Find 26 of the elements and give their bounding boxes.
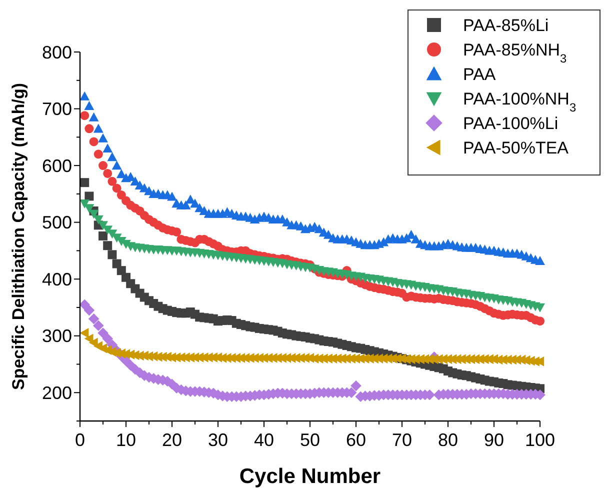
x-tick-label: 100 [524,430,556,450]
x-tick-label: 80 [438,430,458,450]
legend-label: PAA-100%NH$_{3}$ [463,89,576,114]
y-tick-label: 500 [42,212,72,233]
y-axis-title: Specific Delithiation Capacity (mAh/g) [9,83,28,390]
x-tick-label: 30 [208,430,228,450]
x-tick-label: 10 [116,430,136,450]
y-tick-label: 800 [42,42,72,62]
legend-label: PAA-85%Li [463,16,549,35]
x-axis-title: Cycle Number [239,465,381,488]
y-tick-label: 200 [42,382,72,403]
x-tick-label: 40 [254,430,274,450]
x-tick-label: 60 [346,430,366,450]
y-tick-label: 700 [42,99,72,120]
legend-label: PAA-50%TEA [463,138,570,158]
y-tick-label: 400 [42,269,72,290]
legend-label: PAA-100%Li [463,114,558,133]
legend-label: PAA [463,64,496,84]
x-tick-label: 90 [484,430,504,450]
y-tick-label: 300 [42,326,72,346]
x-tick-label: 70 [392,430,412,450]
y-tick-label: 600 [42,156,72,176]
x-tick-label: 20 [162,430,182,450]
legend-label: PAA-85%NH$_{3}$ [463,40,567,66]
x-tick-label: 50 [300,430,320,450]
x-tick-label: 0 [74,430,86,450]
